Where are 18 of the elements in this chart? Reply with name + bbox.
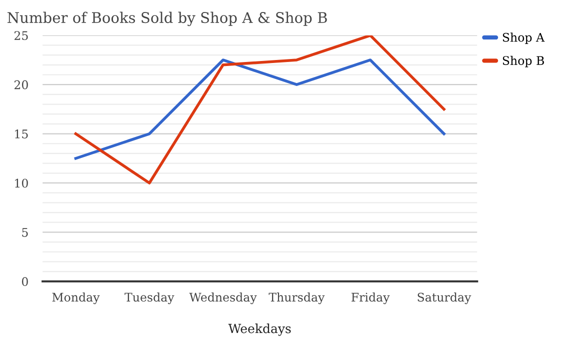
y-tick-label: 0 [22, 277, 28, 286]
legend-label: Shop A [502, 32, 545, 44]
x-tick-label: Monday [52, 292, 100, 304]
x-tick-label: Saturday [418, 292, 472, 304]
x-tick-label: Tuesday [124, 292, 174, 304]
legend-label: Shop B [502, 56, 544, 68]
y-tick-label: 25 [14, 31, 28, 40]
chart-title: Number of Books Sold by Shop A & Shop B [8, 12, 327, 26]
line-series [74, 35, 446, 184]
x-axis-title: Weekdays [228, 324, 291, 336]
y-tick-label: 10 [15, 178, 28, 188]
y-tick-label: 15 [15, 130, 28, 138]
y-tick-label: 5 [22, 228, 28, 237]
line-series [74, 58, 446, 160]
x-tick-label: Thursday [268, 292, 325, 304]
x-tick-label: Wednesday [189, 292, 257, 304]
y-tick-label: 20 [14, 80, 28, 90]
x-tick-label: Friday [352, 292, 390, 304]
